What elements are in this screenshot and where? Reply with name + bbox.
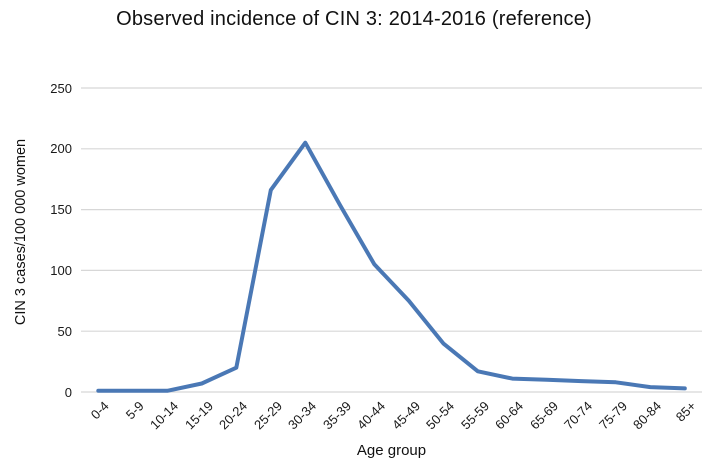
chart-title: Observed incidence of CIN 3: 2014-2016 (… <box>116 8 592 30</box>
data-series-line <box>96 140 687 393</box>
y-tick-label: 200 <box>50 141 72 157</box>
y-tick-label: 250 <box>50 80 72 96</box>
x-axis-title: Age group <box>356 442 427 459</box>
y-tick-label: 100 <box>50 262 72 278</box>
y-tick-label: 50 <box>57 323 72 339</box>
y-tick-label: 0 <box>64 384 72 400</box>
y-tick-label: 150 <box>50 202 72 218</box>
